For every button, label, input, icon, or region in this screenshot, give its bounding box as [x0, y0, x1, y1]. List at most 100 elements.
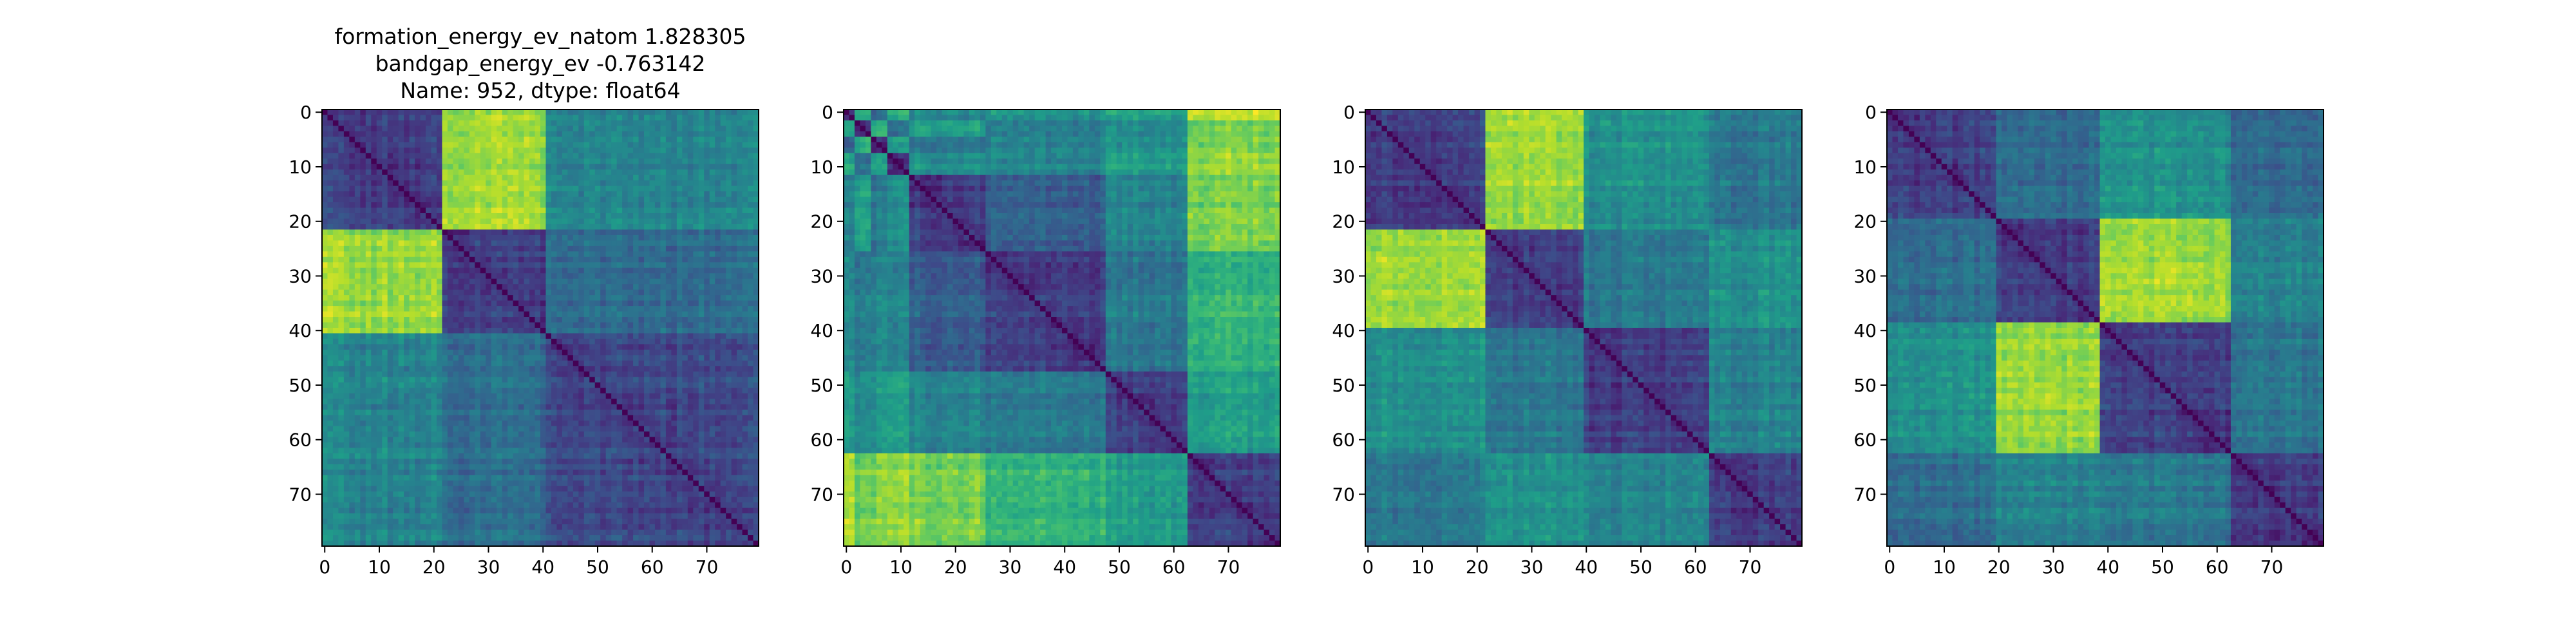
heatmap-cell — [376, 333, 383, 339]
heatmap-cell — [726, 344, 732, 350]
heatmap-cell — [415, 229, 421, 236]
heatmap-cell — [753, 393, 759, 399]
heatmap-cell — [671, 371, 677, 377]
heatmap-cell — [583, 322, 590, 328]
heatmap-cell — [420, 175, 426, 181]
heatmap-cell — [409, 234, 415, 241]
heatmap-cell — [693, 333, 699, 339]
heatmap-cell — [338, 164, 345, 170]
heatmap-cell — [742, 388, 748, 394]
heatmap-cell — [398, 410, 404, 416]
heatmap-cell — [524, 267, 530, 274]
heatmap-cell — [322, 360, 328, 366]
heatmap-cell — [436, 251, 443, 258]
heatmap-cell — [338, 317, 345, 323]
heatmap-cell — [338, 295, 345, 301]
heatmap-cell — [611, 360, 618, 366]
heatmap-cell — [589, 404, 596, 410]
heatmap-cell — [638, 338, 645, 345]
heatmap-cell — [594, 180, 601, 187]
heatmap-cell — [551, 300, 558, 307]
heatmap-cell — [338, 223, 345, 231]
heatmap-cell — [720, 399, 726, 405]
heatmap-cell — [540, 251, 547, 258]
heatmap-cell — [567, 311, 574, 317]
heatmap-cell — [682, 109, 688, 116]
heatmap-cell — [726, 142, 732, 148]
heatmap-cell — [726, 251, 732, 258]
heatmap-cell — [567, 382, 574, 388]
heatmap-cell — [458, 371, 464, 377]
heatmap-cell — [332, 126, 339, 132]
heatmap-cell — [332, 349, 339, 355]
heatmap-cell — [398, 442, 404, 449]
heatmap-cell — [420, 415, 426, 421]
heatmap-cell — [354, 278, 361, 285]
heatmap-cell — [720, 300, 726, 307]
heatmap-cell — [583, 126, 590, 132]
heatmap-cell — [513, 344, 519, 350]
heatmap-cell — [486, 338, 492, 345]
heatmap-cell — [502, 164, 508, 170]
heatmap-cell — [529, 388, 536, 394]
heatmap-cell — [420, 164, 426, 170]
heatmap-cell — [720, 158, 726, 165]
heatmap-cell — [589, 137, 596, 143]
heatmap-cell — [562, 388, 568, 394]
heatmap-cell — [682, 344, 688, 350]
heatmap-cell — [731, 404, 737, 410]
heatmap-cell — [524, 240, 530, 247]
heatmap-cell — [497, 349, 503, 355]
heatmap-cell — [360, 229, 366, 236]
heatmap-cell — [464, 109, 470, 116]
heatmap-cell — [545, 344, 552, 350]
heatmap-cell — [627, 169, 634, 176]
heatmap-cell — [698, 300, 705, 307]
heatmap-cell — [622, 185, 629, 192]
heatmap-cell — [497, 267, 503, 274]
heatmap-cell — [742, 355, 748, 361]
heatmap-cell — [693, 169, 699, 176]
heatmap-cell — [709, 147, 715, 154]
heatmap-cell — [349, 338, 355, 345]
heatmap-cell — [567, 410, 574, 416]
heatmap-cell — [415, 267, 421, 274]
heatmap-cell — [404, 306, 410, 312]
heatmap-cell — [600, 131, 607, 137]
heatmap-cell — [622, 295, 629, 301]
heatmap-cell — [742, 382, 748, 388]
heatmap-cell — [513, 169, 519, 176]
heatmap-cell — [540, 256, 547, 263]
heatmap-cell — [687, 142, 694, 148]
heatmap-cell — [529, 273, 536, 279]
heatmap-cell — [393, 442, 399, 449]
heatmap-cell — [589, 377, 596, 383]
heatmap-cell — [387, 202, 393, 209]
heatmap-cell — [540, 338, 547, 345]
heatmap-cell — [556, 213, 563, 220]
heatmap-cell — [332, 223, 339, 231]
heatmap-cell — [332, 142, 339, 148]
heatmap-cell — [502, 333, 508, 339]
heatmap-cell — [415, 382, 421, 388]
heatmap-cell — [731, 300, 737, 307]
heatmap-cell — [497, 360, 503, 366]
heatmap-cell — [562, 338, 568, 345]
heatmap-cell — [715, 322, 721, 328]
heatmap-cell — [594, 278, 601, 285]
heatmap-cell — [420, 284, 426, 290]
heatmap-cell — [622, 382, 629, 388]
heatmap-cell — [638, 344, 645, 350]
heatmap-cell — [676, 382, 683, 388]
heatmap-cell — [633, 213, 639, 220]
heatmap-cell — [524, 120, 530, 127]
heatmap-cell — [622, 137, 629, 143]
heatmap-cell — [409, 126, 415, 132]
heatmap-cell — [426, 158, 432, 165]
heatmap-cell — [551, 388, 558, 394]
heatmap-cell — [376, 137, 383, 143]
heatmap-cell — [349, 437, 355, 443]
heatmap-cell — [382, 164, 388, 170]
heatmap-cell — [748, 137, 754, 143]
heatmap-cell — [426, 393, 432, 399]
